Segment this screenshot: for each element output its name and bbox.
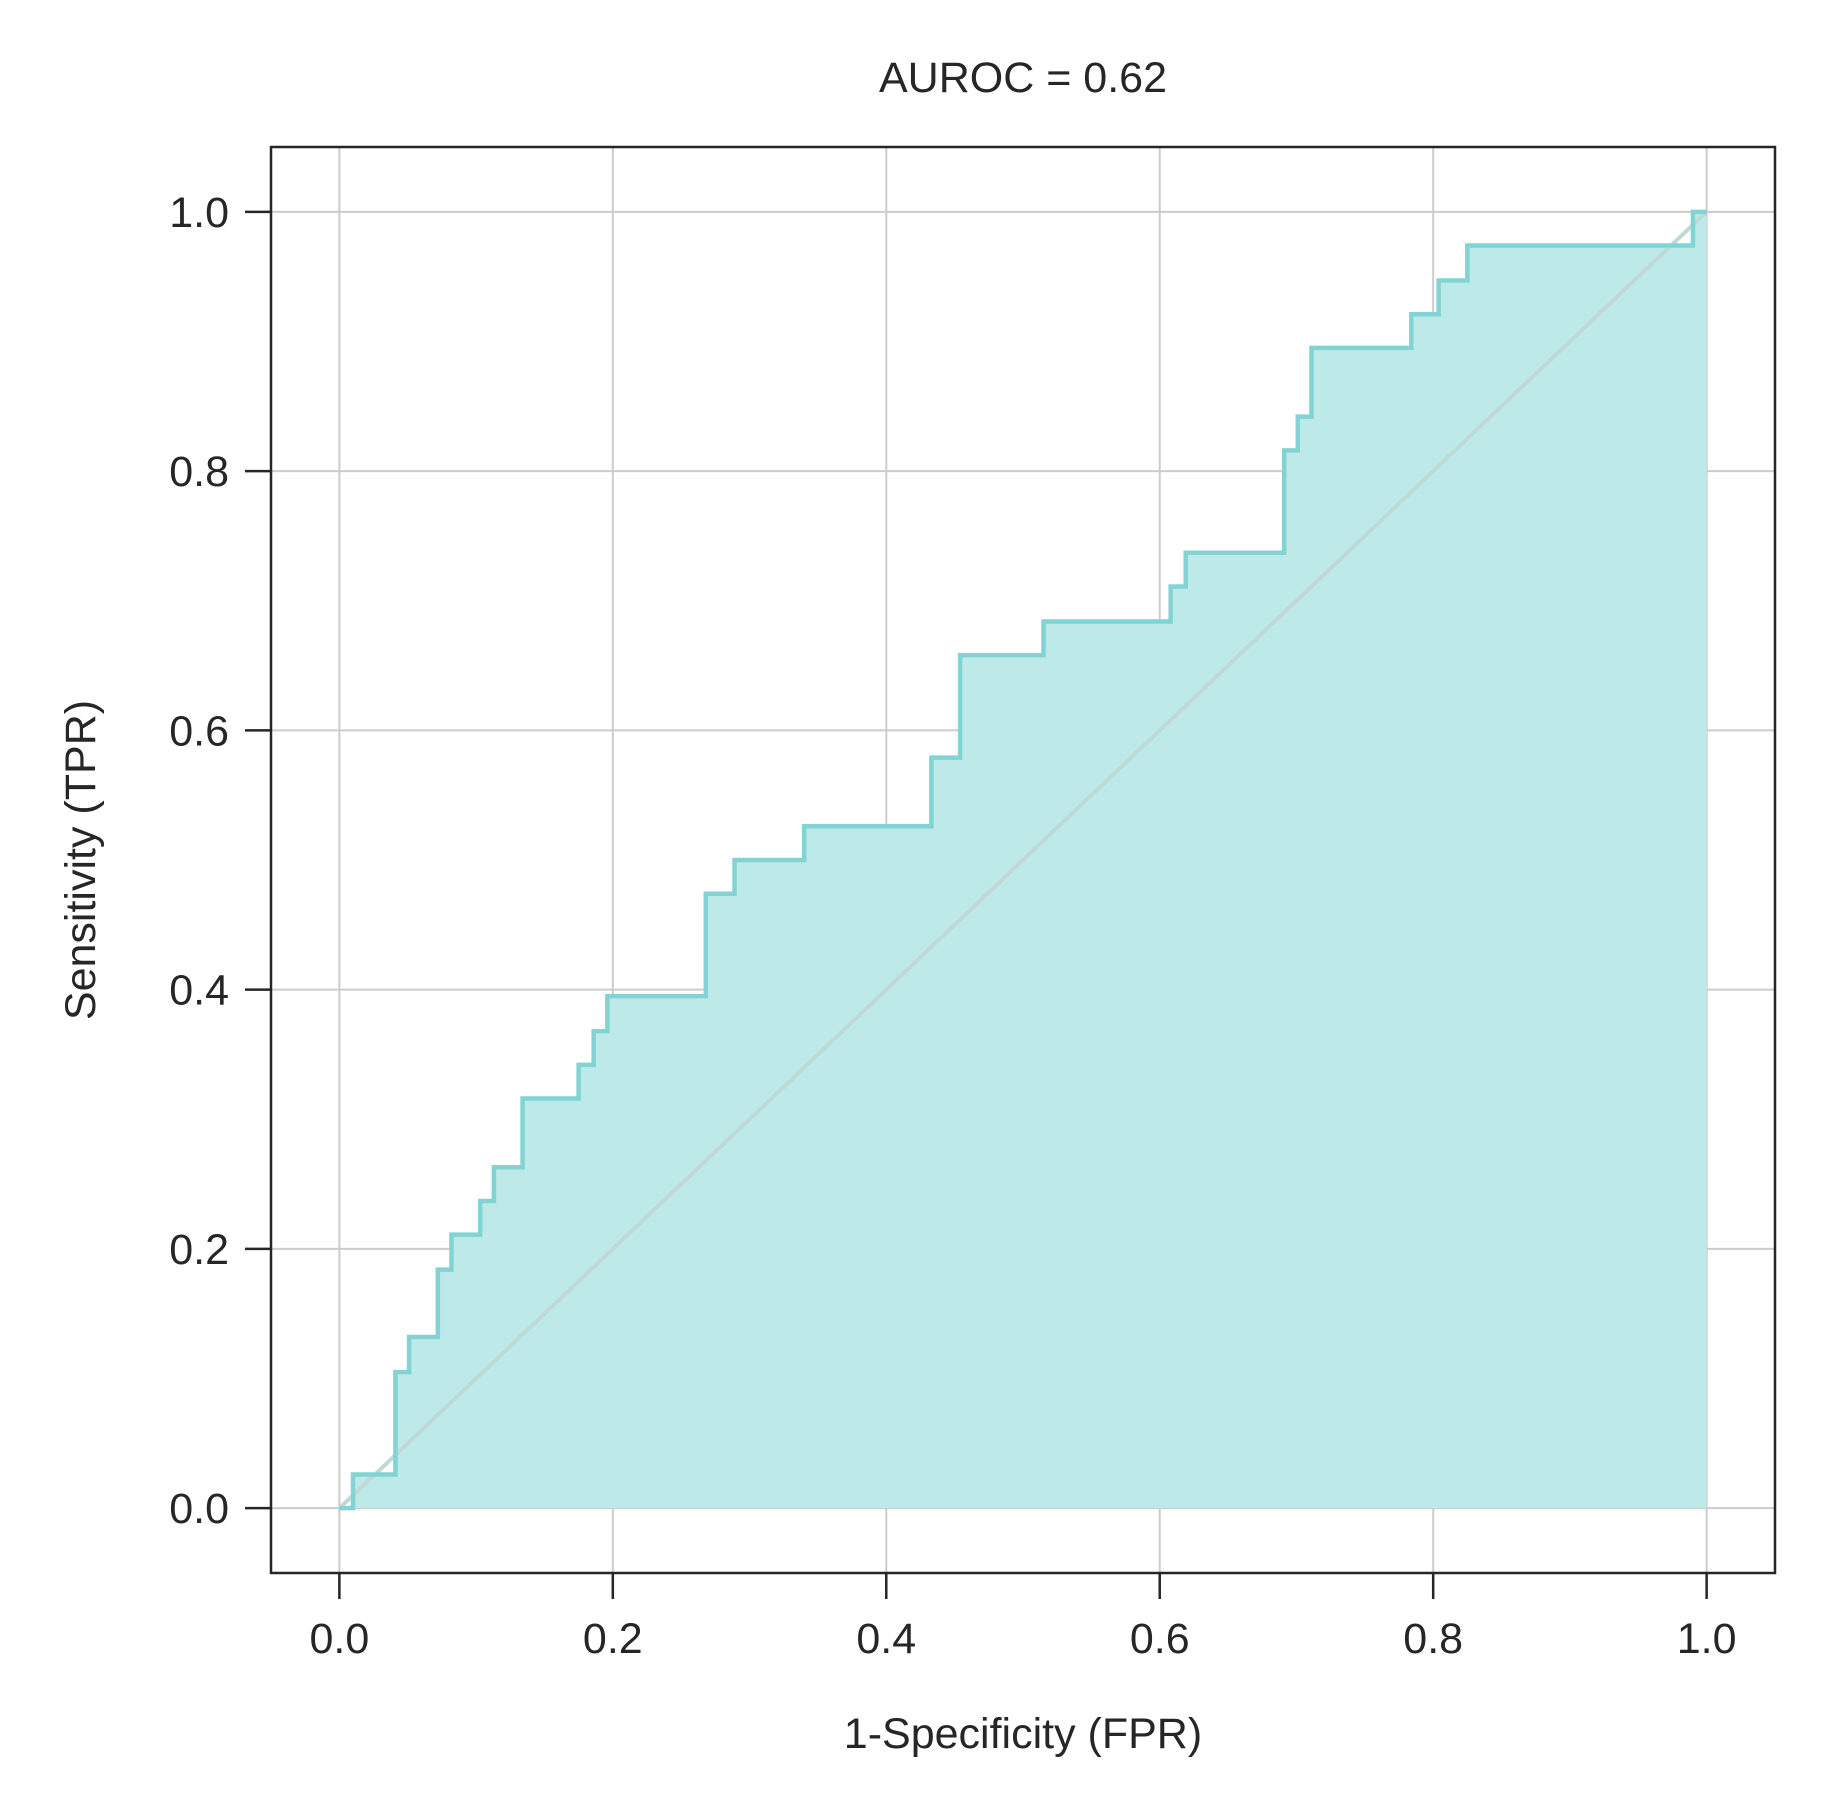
- chart-title: AUROC = 0.62: [879, 54, 1167, 102]
- x-tick-label-2: 0.4: [856, 1615, 916, 1663]
- roc-curve: [339, 209, 1707, 1511]
- x-axis-label: 1-Specificity (FPR): [844, 1710, 1202, 1758]
- y-axis-ticks: 0.0 0.2 0.4 0.6 0.8 1.0: [169, 189, 271, 1533]
- x-tick-label-4: 0.8: [1403, 1615, 1463, 1663]
- y-tick-label-4: 0.8: [169, 448, 229, 496]
- y-axis-label: Sensitivity (TPR): [57, 700, 105, 1020]
- y-tick-label-1: 0.2: [169, 1226, 229, 1274]
- roc-curve-layer: [339, 209, 1707, 1511]
- plot-frame: [269, 145, 1777, 1575]
- x-tick-label-0: 0.0: [309, 1615, 369, 1663]
- y-tick-label-2: 0.4: [169, 967, 229, 1015]
- chance-diagonal: [337, 210, 1709, 1510]
- x-tick-label-1: 0.2: [583, 1615, 643, 1663]
- y-tick-label-0: 0.0: [169, 1485, 229, 1533]
- x-tick-label-5: 1.0: [1677, 1615, 1737, 1663]
- y-tick-label-3: 0.6: [169, 707, 229, 755]
- y-tick-label-5: 1.0: [169, 189, 229, 237]
- chance-diagonal-layer: [337, 210, 1709, 1510]
- x-axis-ticks: 0.0 0.2 0.4 0.6 0.8 1.0: [309, 1573, 1737, 1663]
- x-tick-label-3: 0.6: [1130, 1615, 1190, 1663]
